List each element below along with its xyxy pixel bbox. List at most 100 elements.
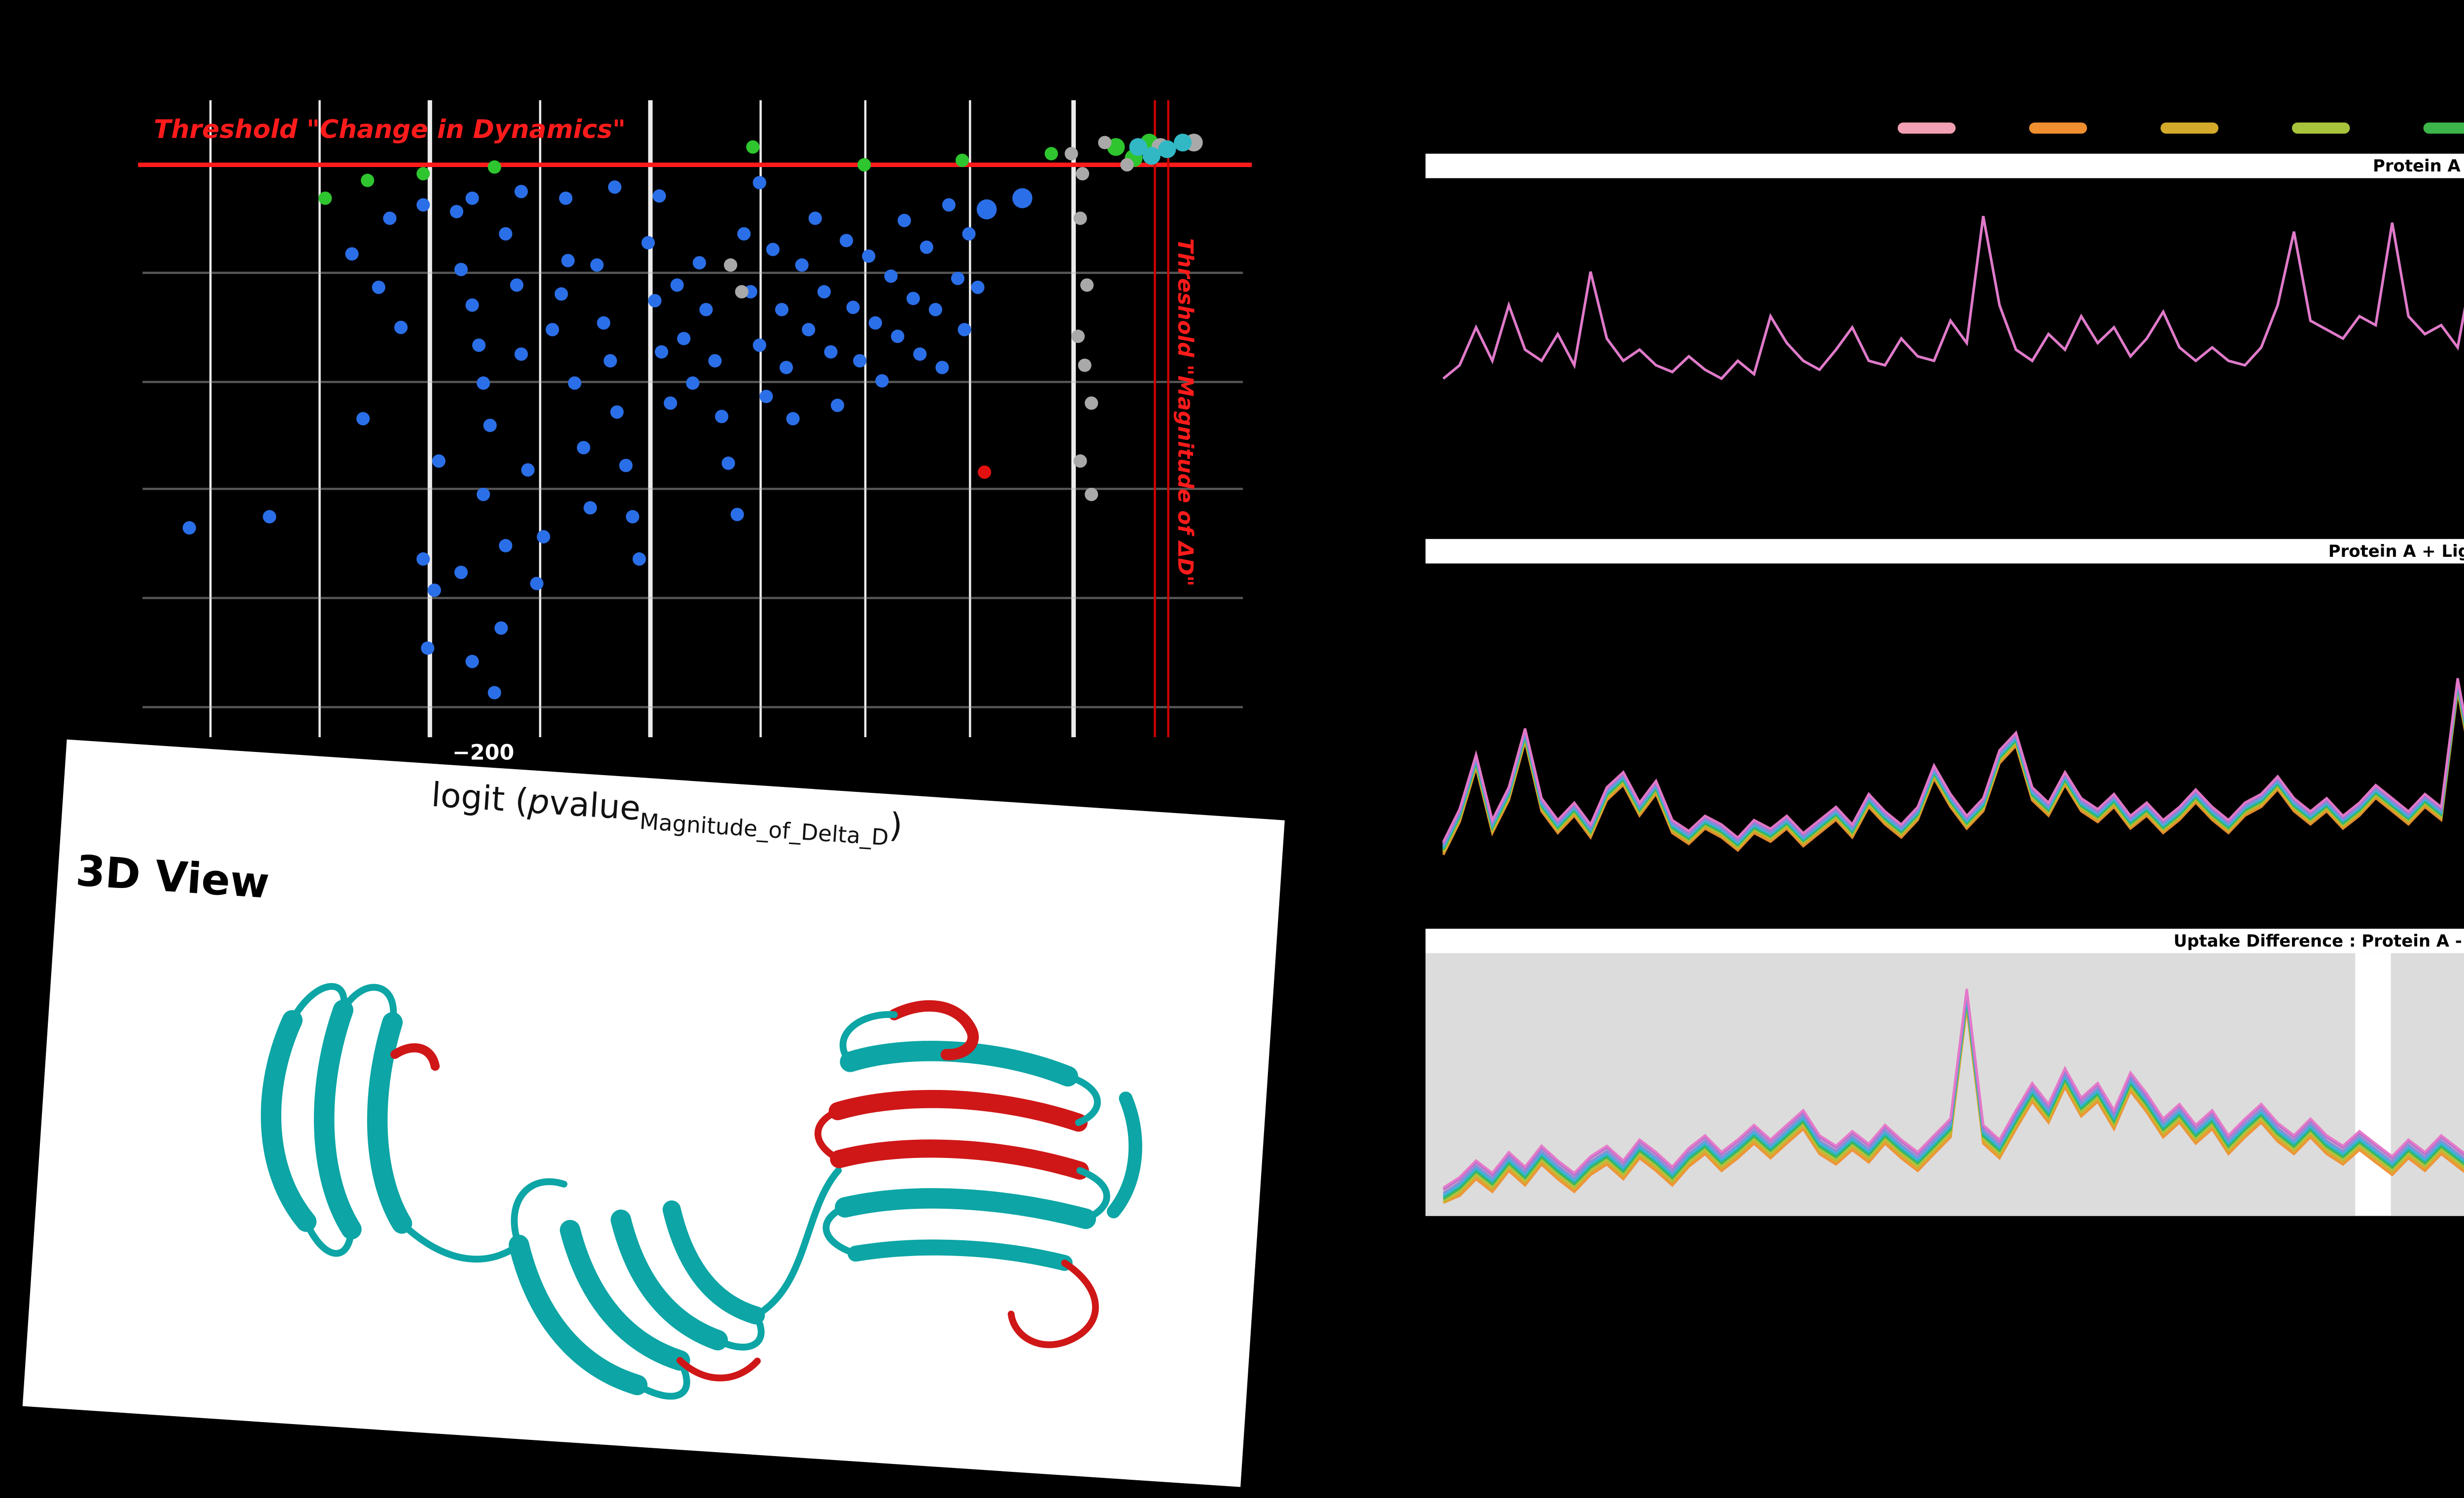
uptake-line[interactable] <box>1442 1002 2464 1202</box>
scatter-point-blue[interactable] <box>802 323 816 337</box>
scatter-point-blue[interactable] <box>721 456 735 470</box>
scatter-point-blue[interactable] <box>477 488 490 502</box>
protein-ribbon-structure[interactable] <box>115 901 1239 1496</box>
scatter-point-blue[interactable] <box>537 530 551 544</box>
scatter-point-blue[interactable] <box>567 377 581 391</box>
scatter-point-blue[interactable] <box>897 214 911 228</box>
scatter-point-blue[interactable] <box>515 348 529 362</box>
uptake-line[interactable] <box>1442 994 2464 1195</box>
scatter-point-blue[interactable] <box>950 272 964 285</box>
uptake-chart-protein-a[interactable] <box>1426 178 2464 535</box>
scatter-point-blue[interactable] <box>604 354 618 368</box>
scatter-point-gray[interactable] <box>1073 453 1087 467</box>
scatter-point-gray[interactable] <box>1077 358 1092 372</box>
scatter-point-blue[interactable] <box>482 418 496 432</box>
scatter-point-gray[interactable] <box>1065 147 1079 161</box>
scatter-point-blue[interactable] <box>620 460 634 474</box>
scatter-point-blue[interactable] <box>670 278 684 292</box>
scatter-point-blue[interactable] <box>868 316 882 330</box>
scatter-point-blue[interactable] <box>818 284 832 298</box>
scatter-point-blue[interactable] <box>416 199 430 212</box>
uptake-line[interactable] <box>1442 664 2464 843</box>
scatter-point-blue[interactable] <box>655 345 669 359</box>
scatter-point-blue[interactable] <box>560 252 574 267</box>
volcano-plot[interactable]: Threshold "Change in Dynamics" Threshold… <box>138 100 1252 766</box>
legend-dash[interactable] <box>2029 122 2088 133</box>
scatter-point-blue[interactable] <box>906 291 920 305</box>
uptake-line[interactable] <box>1442 1007 2464 1204</box>
scatter-point-green[interactable] <box>1043 147 1057 161</box>
uptake-chart-protein-a-ligand[interactable] <box>1426 564 2464 920</box>
threshold-line-vertical[interactable] <box>1166 100 1170 738</box>
uptake-line[interactable] <box>1442 988 2464 1190</box>
scatter-point-blue[interactable] <box>862 249 876 263</box>
legend-dash[interactable] <box>2292 122 2350 133</box>
scatter-point-blue[interactable] <box>633 552 647 566</box>
uptake-line[interactable] <box>1442 996 2464 1197</box>
scatter-point-blue[interactable] <box>493 622 507 636</box>
scatter-point-green[interactable] <box>746 141 760 155</box>
scatter-point-blue[interactable] <box>1013 189 1033 209</box>
scatter-point-blue[interactable] <box>809 211 823 225</box>
legend-dash[interactable] <box>2423 122 2464 133</box>
scatter-point-blue[interactable] <box>449 205 463 219</box>
scatter-point-blue[interactable] <box>730 508 744 521</box>
scatter-point-blue[interactable] <box>787 412 801 426</box>
scatter-point-blue[interactable] <box>847 300 860 314</box>
scatter-point-blue[interactable] <box>912 348 926 362</box>
scatter-point-blue[interactable] <box>934 361 948 374</box>
structure-3d-card[interactable]: logit (pvalueMagnitude_of_Delta_D) 3D Vi… <box>22 739 1285 1487</box>
scatter-point-blue[interactable] <box>890 329 904 343</box>
scatter-point-gray[interactable] <box>1080 278 1094 292</box>
scatter-point-blue[interactable] <box>611 406 625 419</box>
scatter-point-blue[interactable] <box>521 463 535 477</box>
scatter-point-blue[interactable] <box>708 354 721 368</box>
scatter-point-blue[interactable] <box>383 211 397 225</box>
scatter-point-blue[interactable] <box>972 281 986 295</box>
scatter-point-blue[interactable] <box>781 361 794 374</box>
scatter-point-blue[interactable] <box>686 377 700 391</box>
scatter-point-blue[interactable] <box>477 377 490 391</box>
scatter-point-blue[interactable] <box>466 297 479 311</box>
scatter-point-blue[interactable] <box>824 345 838 359</box>
scatter-point-blue[interactable] <box>488 685 502 700</box>
scatter-point-blue[interactable] <box>559 192 573 206</box>
scatter-point-green[interactable] <box>488 160 502 174</box>
legend-dash[interactable] <box>1897 122 1956 133</box>
scatter-point-blue[interactable] <box>356 412 370 426</box>
scatter-point-blue[interactable] <box>765 243 779 257</box>
scatter-point-blue[interactable] <box>455 262 469 276</box>
uptake-line[interactable] <box>1442 213 2464 380</box>
scatter-point-blue[interactable] <box>455 565 469 579</box>
scatter-point-blue[interactable] <box>530 578 544 591</box>
scatter-point-gray[interactable] <box>1073 211 1087 225</box>
scatter-point-blue[interactable] <box>957 323 970 337</box>
scatter-point-blue[interactable] <box>653 189 667 203</box>
scatter-point-green[interactable] <box>956 154 969 168</box>
scatter-point-blue[interactable] <box>774 304 787 317</box>
scatter-point-blue[interactable] <box>853 354 867 368</box>
scatter-point-blue[interactable] <box>183 520 197 534</box>
scatter-point-red[interactable] <box>977 466 991 480</box>
scatter-point-blue[interactable] <box>941 199 955 212</box>
scatter-point-teal[interactable] <box>1173 135 1192 153</box>
threshold-line-horizontal[interactable] <box>138 163 1252 167</box>
scatter-point-blue[interactable] <box>977 198 998 219</box>
scatter-point-blue[interactable] <box>471 339 485 352</box>
uptake-line[interactable] <box>1442 672 2464 847</box>
scatter-point-gray[interactable] <box>1098 135 1112 148</box>
scatter-point-blue[interactable] <box>699 304 713 317</box>
uptake-difference-chart[interactable] <box>1425 953 2464 1216</box>
scatter-point-teal[interactable] <box>1143 147 1162 166</box>
scatter-point-blue[interactable] <box>598 316 612 330</box>
uptake-line[interactable] <box>1442 215 2464 393</box>
scatter-point-blue[interactable] <box>642 237 655 250</box>
threshold-line-vertical[interactable] <box>1154 100 1157 738</box>
scatter-point-blue[interactable] <box>372 281 386 295</box>
scatter-point-blue[interactable] <box>919 240 933 254</box>
scatter-point-blue[interactable] <box>875 374 889 387</box>
scatter-point-gray[interactable] <box>1121 157 1134 171</box>
scatter-point-blue[interactable] <box>394 319 408 333</box>
scatter-point-gray[interactable] <box>1084 488 1098 502</box>
scatter-point-blue[interactable] <box>609 179 622 193</box>
